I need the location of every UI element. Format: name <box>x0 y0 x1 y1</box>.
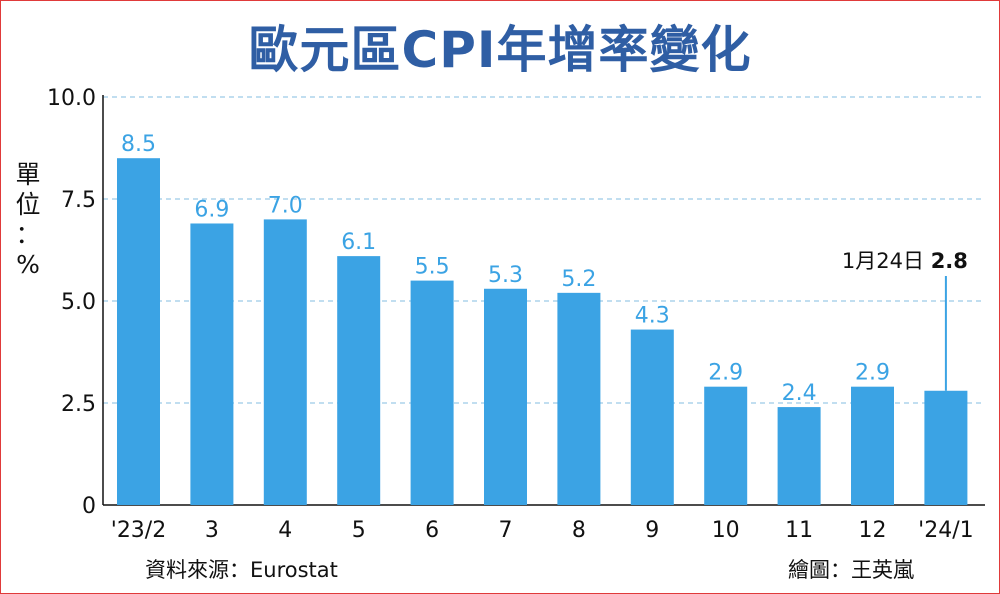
bar <box>190 223 234 506</box>
x-tick-label: '24/1 <box>918 518 973 543</box>
bar <box>484 288 527 505</box>
chart-title: 歐元區CPI年增率變化 <box>248 21 752 79</box>
bar <box>777 407 821 505</box>
x-tick-label: 5 <box>352 518 366 543</box>
bar <box>704 386 748 505</box>
unit-char: 單 <box>15 160 41 189</box>
x-tick-label: 10 <box>712 518 740 543</box>
bar-value-label: 5.2 <box>561 267 596 292</box>
x-tick-label: 11 <box>785 518 813 543</box>
bar-value-label: 8.5 <box>121 132 156 157</box>
annotation-text: 1月24日 2.8 <box>842 249 968 273</box>
bar-value-label: 6.9 <box>194 197 229 222</box>
bar <box>924 390 968 505</box>
unit-char: ： <box>15 220 41 249</box>
y-tick-label: 10.0 <box>47 86 96 111</box>
x-tick-label: 3 <box>205 518 219 543</box>
bar-value-label: 7.0 <box>268 193 303 218</box>
bar <box>337 256 381 505</box>
x-tick-label: 6 <box>425 518 439 543</box>
bar-value-label: 4.3 <box>635 304 670 329</box>
annotation-label: 1月24日 <box>842 249 931 273</box>
unit-char: 位 <box>15 190 41 219</box>
bar <box>263 219 307 505</box>
y-tick-label: 5.0 <box>61 290 96 315</box>
bar <box>117 158 160 505</box>
x-tick-label: 7 <box>499 518 513 543</box>
bar <box>630 329 674 505</box>
y-tick-label: 7.5 <box>61 188 96 213</box>
bar-value-label: 2.9 <box>855 361 890 386</box>
y-tick-label: 2.5 <box>61 392 96 417</box>
bar <box>557 292 601 505</box>
x-tick-label: '23/2 <box>111 518 166 543</box>
bar <box>410 280 454 505</box>
x-tick-label: 12 <box>859 518 887 543</box>
source-note: 資料來源：Eurostat <box>145 558 338 582</box>
x-tick-label: 4 <box>278 518 292 543</box>
x-tick-label: 9 <box>645 518 659 543</box>
bar <box>851 386 894 505</box>
bar-value-label: 5.5 <box>415 255 450 280</box>
credit-note: 繪圖：王英嵐 <box>788 558 914 582</box>
unit-char: % <box>16 250 40 279</box>
bar-value-label: 2.4 <box>782 381 817 406</box>
y-tick-label: 0 <box>82 494 96 519</box>
bar-value-label: 5.3 <box>488 263 523 288</box>
bar-value-label: 6.1 <box>341 230 376 255</box>
bar-value-label: 2.9 <box>708 361 743 386</box>
annotation-value: 2.8 <box>931 249 968 273</box>
y-unit-label: 單 位 ： % <box>8 160 48 280</box>
x-tick-label: 8 <box>572 518 586 543</box>
